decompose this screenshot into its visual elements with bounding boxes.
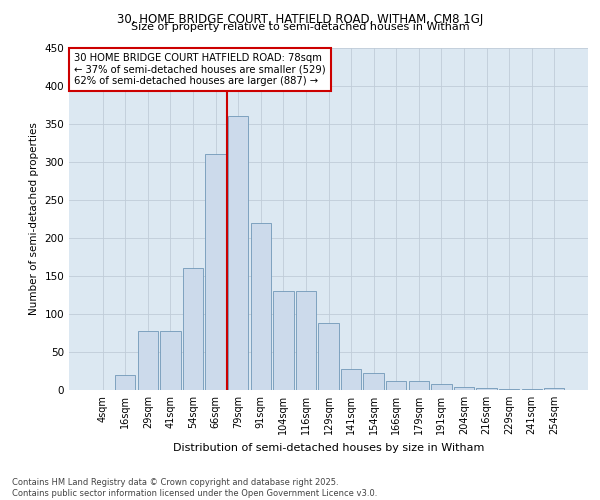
Bar (160, 330, 181, 390)
Bar (431, 384, 452, 390)
Y-axis label: Number of semi-detached properties: Number of semi-detached properties (29, 122, 39, 315)
Text: 30 HOME BRIDGE COURT HATFIELD ROAD: 78sqm
← 37% of semi-detached houses are smal: 30 HOME BRIDGE COURT HATFIELD ROAD: 78sq… (74, 52, 326, 86)
Text: Contains HM Land Registry data © Crown copyright and database right 2025.
Contai: Contains HM Land Registry data © Crown c… (12, 478, 377, 498)
Bar (521, 389, 542, 390)
Bar (138, 330, 158, 390)
Bar (205, 154, 226, 390)
Text: 30, HOME BRIDGE COURT, HATFIELD ROAD, WITHAM, CM8 1GJ: 30, HOME BRIDGE COURT, HATFIELD ROAD, WI… (117, 12, 483, 26)
Bar (183, 268, 203, 390)
Bar (409, 381, 429, 390)
Bar (476, 388, 497, 390)
Bar (273, 291, 293, 390)
Bar (386, 381, 406, 390)
Bar (364, 374, 384, 390)
Bar (296, 291, 316, 390)
Bar (454, 387, 474, 390)
Bar (251, 222, 271, 390)
Bar (228, 116, 248, 390)
X-axis label: Distribution of semi-detached houses by size in Witham: Distribution of semi-detached houses by … (173, 442, 484, 452)
Bar (115, 375, 136, 390)
Text: Size of property relative to semi-detached houses in Witham: Size of property relative to semi-detach… (131, 22, 469, 32)
Bar (544, 388, 565, 390)
Bar (341, 370, 361, 390)
Bar (319, 323, 338, 390)
Bar (499, 389, 519, 390)
